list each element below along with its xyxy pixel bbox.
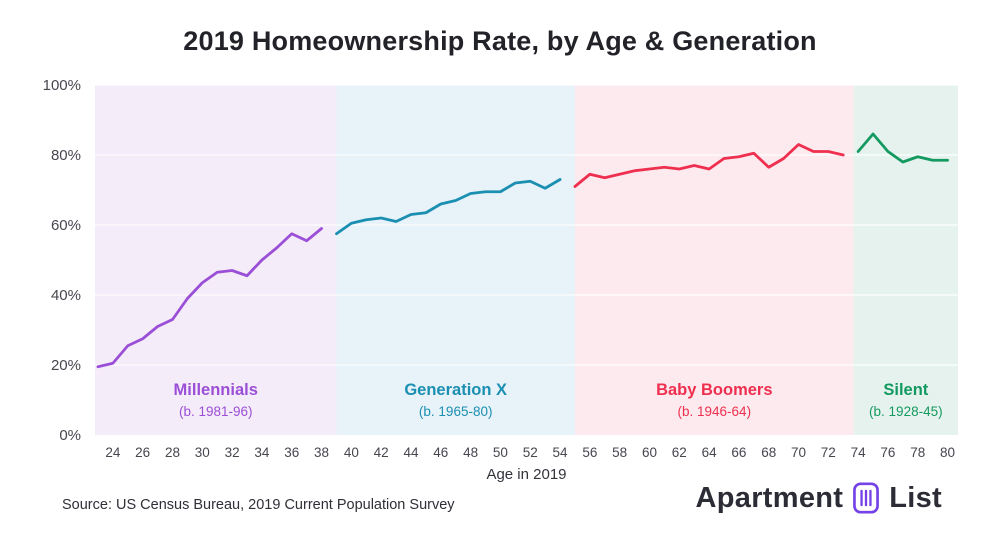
generation-label-millennials: Millennials [174, 381, 258, 399]
x-tick-label-34: 34 [254, 445, 270, 460]
line-millennials [96, 227, 323, 369]
band-silent [853, 85, 958, 435]
band-generation-x [336, 85, 575, 435]
x-tick-label-38: 38 [314, 445, 329, 460]
logo-text-apartment: Apartment [695, 481, 844, 514]
x-tick-label-58: 58 [612, 445, 627, 460]
chart-title: 2019 Homeownership Rate, by Age & Genera… [183, 26, 817, 56]
x-tick-label-32: 32 [225, 445, 240, 460]
y-tick-label-100: 100% [43, 77, 81, 94]
x-tick-label-24: 24 [105, 445, 121, 460]
x-tick-label-54: 54 [553, 445, 569, 460]
x-tick-label-52: 52 [523, 445, 538, 460]
logo-text-list: List [889, 481, 942, 514]
line-silent [856, 132, 949, 164]
x-tick-label-80: 80 [940, 445, 955, 460]
y-tick-label-80: 80% [51, 147, 81, 164]
x-tick-label-36: 36 [284, 445, 299, 460]
x-axis-label: Age in 2019 [486, 466, 567, 483]
y-tick-label-20: 20% [51, 357, 81, 374]
x-tick-label-40: 40 [344, 445, 359, 460]
x-tick-label-30: 30 [195, 445, 210, 460]
generation-sublabel-silent: (b. 1928-45) [869, 404, 943, 419]
x-tick-label-68: 68 [761, 445, 776, 460]
apartment-list-logo: Apartment List [696, 480, 942, 516]
y-tick-label-40: 40% [51, 287, 81, 304]
x-tick-label-44: 44 [403, 445, 419, 460]
generation-label-generation-x: Generation X [404, 381, 507, 399]
x-tick-label-72: 72 [821, 445, 836, 460]
x-tick-label-50: 50 [493, 445, 508, 460]
x-tick-label-64: 64 [702, 445, 718, 460]
generation-label-baby-boomers: Baby Boomers [656, 381, 772, 399]
x-tick-label-66: 66 [731, 445, 746, 460]
x-tick-label-56: 56 [582, 445, 597, 460]
y-tick-label-60: 60% [51, 217, 81, 234]
generation-sublabel-baby-boomers: (b. 1946-64) [678, 404, 752, 419]
x-tick-label-62: 62 [672, 445, 687, 460]
source-note: Source: US Census Bureau, 2019 Current P… [62, 497, 455, 513]
generation-sublabel-generation-x: (b. 1965-80) [419, 404, 493, 419]
band-baby-boomers [574, 85, 854, 435]
x-tick-label-74: 74 [851, 445, 867, 460]
line-generation-x [335, 178, 562, 236]
x-tick-label-48: 48 [463, 445, 478, 460]
band-millennials [95, 85, 337, 435]
x-tick-label-42: 42 [374, 445, 389, 460]
x-tick-label-26: 26 [135, 445, 150, 460]
apartment-list-logo-icon [853, 482, 880, 514]
x-tick-label-60: 60 [642, 445, 657, 460]
y-tick-label-0: 0% [59, 427, 81, 444]
chart-canvas: 0% 20% 40% 60% 80% 100% 24 26 28 30 32 34 36 38 40 42 44… [43, 77, 958, 460]
x-tick-label-78: 78 [910, 445, 925, 460]
x-tick-label-76: 76 [880, 445, 895, 460]
line-baby-boomers [573, 143, 845, 188]
x-tick-label-28: 28 [165, 445, 180, 460]
x-tick-label-46: 46 [433, 445, 448, 460]
generation-label-silent: Silent [883, 381, 928, 399]
x-tick-label-70: 70 [791, 445, 806, 460]
generation-sublabel-millennials: (b. 1981-96) [179, 404, 253, 419]
